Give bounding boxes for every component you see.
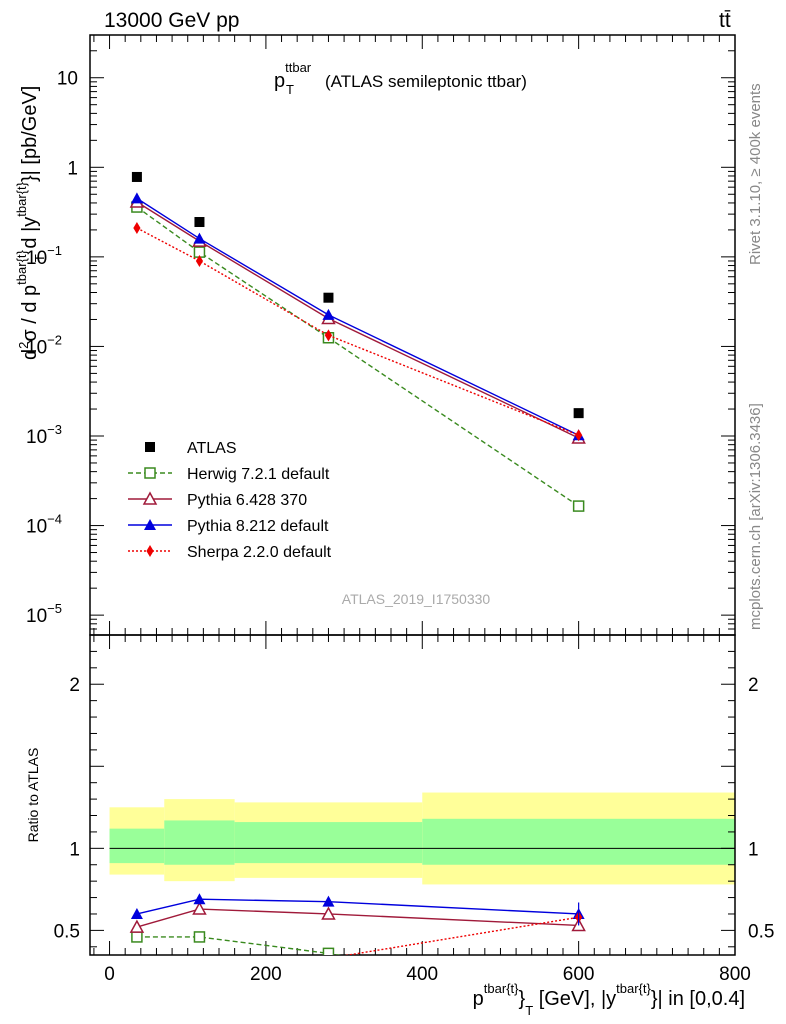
main-point-atlas-2 [323, 292, 334, 303]
main-ytick-label-0: 10 [57, 69, 78, 90]
ratio-line-sherpa [344, 916, 579, 955]
process-label: tt̄ [719, 9, 731, 32]
rivet-label: Rivet 3.1.10, ≥ 400k events [747, 83, 764, 265]
legend-label-atlas: ATLAS [187, 440, 237, 457]
main-point-sherpa-3 [575, 429, 583, 442]
main-point-pythia8-1 [193, 232, 206, 244]
ratio-line-pythia8 [136, 898, 579, 915]
ratio-series [129, 893, 586, 955]
legend-label-sherpa: Sherpa 2.2.0 default [187, 544, 332, 561]
main-ytick-label-2: 10−1 [26, 243, 62, 269]
ratio-point-pythia8-0 [130, 907, 143, 919]
main-line-pythia8 [136, 197, 579, 436]
xtick-label-2: 400 [406, 964, 438, 985]
band-inner-2 [234, 822, 423, 864]
ratio-ytick-label-right-2: 2 [748, 675, 759, 696]
energy-label: 13000 GeV pp [104, 9, 239, 32]
ratio-point-pythia6-1 [192, 901, 207, 915]
xtick-label-4: 800 [719, 964, 751, 985]
main-line-herwig [136, 206, 580, 507]
ratio-line-pythia6 [136, 908, 579, 928]
main-ytick-label-5: 10−4 [26, 512, 62, 538]
plot-frames [89, 34, 736, 956]
main-ytick-base: 10 [26, 337, 47, 358]
main-ytick-base: 10 [26, 427, 47, 448]
main-point-herwig-3 [572, 500, 585, 512]
ratio-ytick-label-left-0: 0.5 [54, 921, 80, 942]
main-ytick-label-6: 10−5 [26, 601, 62, 627]
main-ytick-exp: −5 [47, 601, 62, 616]
title-rest: (ATLAS semileptonic ttbar) [325, 72, 527, 91]
main-ytick-label-4: 10−3 [26, 422, 62, 448]
ratio-ylabel: Ratio to ATLAS [25, 748, 41, 843]
ratio-point-herwig-0 [131, 931, 143, 943]
title-p: p [274, 70, 285, 92]
ratio-ytick-label-right-0: 0.5 [748, 921, 774, 942]
ratio-point-herwig-1 [193, 931, 206, 943]
legend-marker-pythia8 [144, 519, 156, 530]
ratio-point-pythia6-2 [321, 906, 336, 920]
ratio-uncertainty-bands [109, 792, 735, 885]
ratio-point-pythia6-0 [129, 919, 145, 933]
main-ytick-base: 10 [26, 517, 47, 538]
legend-marker-atlas [145, 442, 155, 452]
main-point-atlas-1 [194, 217, 205, 228]
x-axis-label: ptbar{t}}T [GeV], |ytbar{t}}| in [0,0.4] [473, 981, 745, 1018]
legend-label-herwig: Herwig 7.2.1 default [187, 466, 330, 483]
analysis-watermark: ATLAS_2019_I1750330 [342, 591, 491, 607]
main-line-sherpa [136, 227, 579, 436]
band-inner-1 [164, 820, 235, 865]
band-inner-0 [109, 828, 165, 864]
main-ytick-base: 10 [26, 248, 47, 269]
main-ytick-exp: −4 [47, 512, 62, 527]
legend-marker-pythia6 [142, 491, 158, 505]
ratio-ytick-label-right-1: 1 [748, 839, 759, 860]
legend-marker-herwig [144, 467, 156, 479]
main-point-pythia8-0 [130, 192, 143, 204]
main-ylabel: d2σ / d ptbar{t} T d |ytbar{t}}| [pb/GeV] [14, 86, 47, 360]
main-line-pythia6 [136, 201, 579, 439]
main-series [129, 171, 586, 512]
xtick-label-0: 0 [104, 964, 115, 985]
title-sub: T [286, 82, 294, 97]
mcplots-label: mcplots.cern.ch [arXiv:1306.3436] [747, 403, 764, 630]
main-point-sherpa-1 [195, 254, 204, 267]
xtick-label-1: 200 [250, 964, 282, 985]
main-ytick-exp: −1 [47, 243, 62, 258]
title-sup: ttbar [285, 60, 312, 75]
main-point-sherpa-2 [324, 329, 333, 342]
main-point-atlas-3 [573, 408, 584, 419]
legend-label-pythia6: Pythia 6.428 370 [187, 492, 307, 509]
ratio-ytick-label-left-1: 1 [69, 839, 80, 860]
main-point-pythia8-2 [322, 308, 335, 320]
ratio-ytick-label-left-2: 2 [69, 675, 80, 696]
xtick-label-3: 600 [563, 964, 595, 985]
main-ytick-base: 10 [26, 606, 47, 627]
legend-marker-sherpa [146, 545, 154, 557]
main-point-sherpa-0 [133, 222, 141, 235]
legend: ATLAS Herwig 7.2.1 default Pythia 6.428 37… [128, 440, 332, 561]
ratio-point-herwig-2 [322, 947, 335, 955]
main-title: pttbar T (ATLAS semileptonic ttbar) [274, 60, 527, 97]
main-ylabel-text: d2σ / d ptbar{t} T d |ytbar{t}}| [pb/GeV] [14, 86, 47, 360]
main-ytick-exp: −3 [47, 422, 62, 437]
legend-label-pythia8: Pythia 8.212 default [187, 518, 329, 535]
band-inner-3 [422, 818, 735, 865]
main-ytick-label-1: 1 [67, 158, 78, 179]
ratio-point-pythia8-1 [193, 893, 206, 905]
main-ytick-exp: −2 [47, 332, 62, 347]
main-point-atlas-0 [131, 171, 142, 182]
main-ytick-label-3: 10−2 [26, 332, 62, 358]
ratio-frame [89, 634, 736, 956]
